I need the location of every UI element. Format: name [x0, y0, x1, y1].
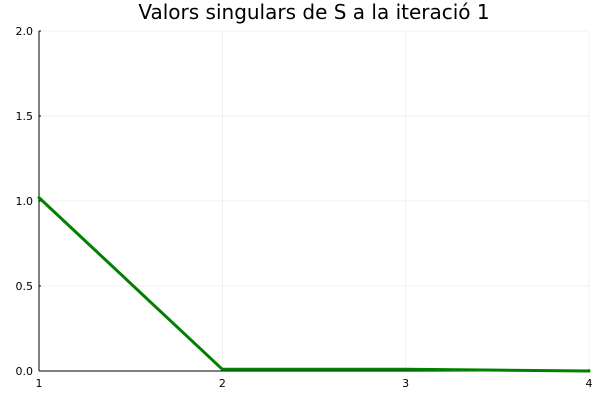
y-tick-label: 1.5 — [16, 110, 34, 123]
y-tick-label: 0.0 — [16, 365, 34, 378]
chart-title: Valors singulars de S a la iteració 1 — [138, 0, 489, 24]
y-tick-label: 0.5 — [16, 280, 34, 293]
y-tick-label: 1.0 — [16, 195, 34, 208]
x-tick-label: 3 — [402, 377, 409, 390]
plot-series — [37, 196, 591, 373]
y-tick-label: 2.0 — [16, 25, 34, 38]
grid — [38, 30, 590, 372]
x-tick-label: 2 — [219, 377, 226, 390]
series-line — [37, 196, 591, 373]
x-tick-label: 1 — [36, 377, 43, 390]
x-tick-label: 4 — [586, 377, 593, 390]
tick-labels: 1 2 3 4 0.0 0.5 1.0 1.5 2.0 — [16, 25, 593, 390]
